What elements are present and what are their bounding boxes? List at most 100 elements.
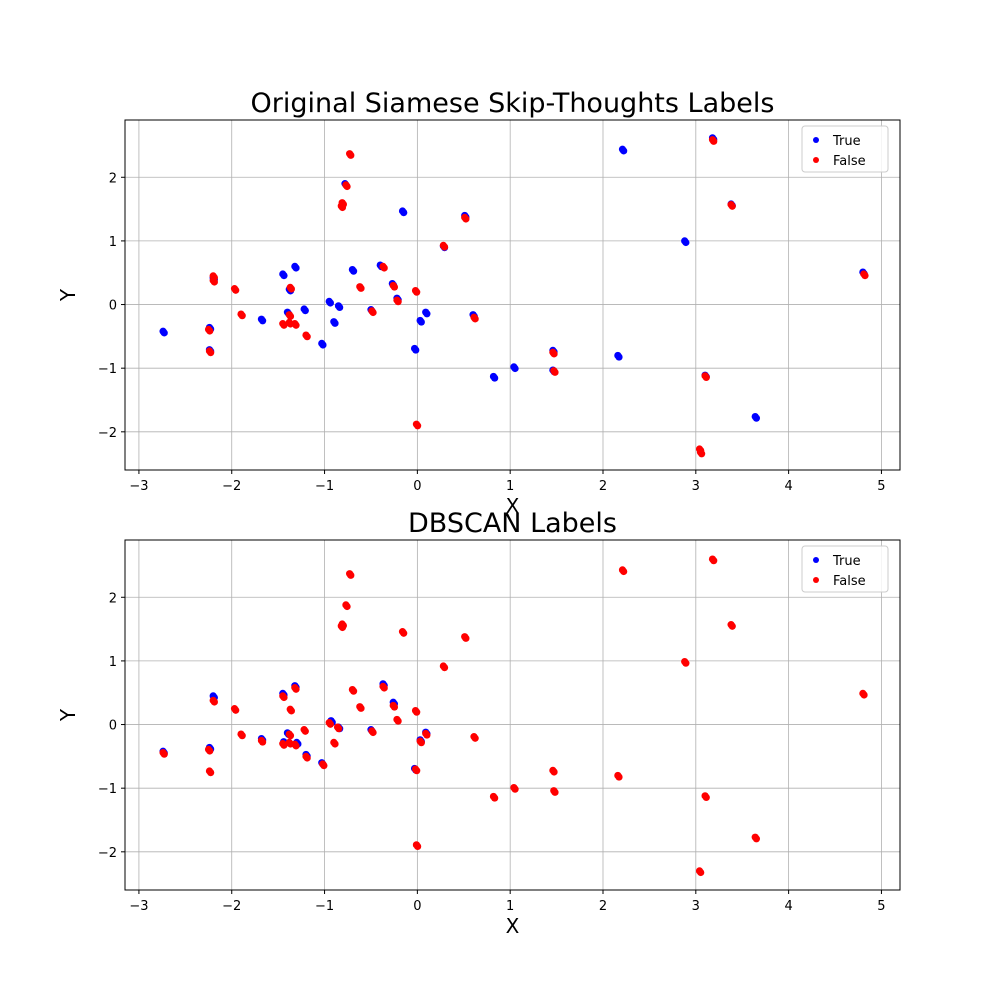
top-axes-frame bbox=[124, 119, 901, 471]
bottom-point-false bbox=[238, 732, 246, 740]
top-point-true bbox=[620, 147, 628, 155]
top-point-false bbox=[380, 264, 388, 272]
bottom-point-false bbox=[339, 622, 347, 630]
top-point-true bbox=[752, 414, 761, 422]
top-x-tick-label: −3 bbox=[129, 479, 148, 494]
bottom-point-false bbox=[413, 708, 421, 716]
top-point-true bbox=[511, 364, 519, 373]
top-point-false bbox=[394, 298, 402, 306]
top-point-false bbox=[287, 285, 296, 293]
bottom-legend-box bbox=[801, 545, 889, 593]
bottom-point-false bbox=[287, 707, 296, 715]
bottom-point-false bbox=[292, 685, 300, 693]
top-point-false bbox=[728, 202, 736, 210]
bottom-legend-marker-true bbox=[813, 557, 819, 563]
bottom-point-false bbox=[369, 728, 377, 737]
top-y-tick-label: −1 bbox=[98, 362, 117, 377]
top-point-false bbox=[861, 272, 869, 280]
bottom-point-false bbox=[423, 731, 431, 739]
bottom-point-false bbox=[210, 698, 218, 706]
top-point-false bbox=[206, 327, 214, 335]
bottom-point-false bbox=[550, 768, 558, 776]
bottom-point-false bbox=[710, 557, 718, 565]
top-point-false bbox=[210, 273, 218, 282]
bottom-y-tick-label: 1 bbox=[109, 655, 117, 670]
bottom-point-false bbox=[471, 734, 479, 742]
bottom-point-false bbox=[331, 740, 339, 748]
top-point-false bbox=[343, 182, 351, 191]
bottom-point-false bbox=[440, 664, 449, 672]
top-legend-label-true: True bbox=[832, 134, 861, 149]
top-point-false bbox=[286, 312, 295, 320]
bottom-point-false bbox=[259, 738, 267, 746]
top-point-false bbox=[390, 283, 399, 291]
top-point-true bbox=[331, 319, 339, 327]
bottom-legend-label-false: False bbox=[833, 574, 866, 589]
top-y-axis-label: Y bbox=[56, 288, 80, 302]
bottom-point-false bbox=[286, 732, 295, 740]
top-point-true bbox=[259, 317, 267, 325]
bottom-point-false bbox=[320, 762, 328, 770]
top-point-false bbox=[414, 422, 422, 430]
bottom-point-false bbox=[160, 750, 168, 758]
top-point-false bbox=[280, 321, 288, 329]
bottom-x-tick-label: −3 bbox=[129, 899, 148, 914]
top-x-tick-label: 2 bbox=[599, 479, 607, 494]
top-point-false bbox=[471, 315, 479, 323]
bottom-point-false bbox=[292, 742, 300, 750]
top-point-false bbox=[207, 349, 215, 357]
top-point-false bbox=[232, 286, 240, 294]
top-point-false bbox=[238, 312, 246, 320]
bottom-point-false bbox=[462, 634, 470, 642]
top-point-false bbox=[357, 284, 365, 292]
top-x-axis-label: X bbox=[506, 494, 520, 518]
top-point-true bbox=[400, 209, 408, 217]
bottom-point-false bbox=[206, 747, 214, 755]
top-legend-label-false: False bbox=[833, 154, 866, 169]
bottom-point-false bbox=[417, 739, 425, 747]
top-point-true bbox=[336, 303, 344, 312]
bottom-point-false bbox=[280, 741, 288, 749]
top-point-true bbox=[417, 318, 425, 326]
top-point-true bbox=[412, 346, 420, 354]
bottom-axes-frame bbox=[124, 539, 901, 891]
bottom-y-tick-label: 2 bbox=[109, 591, 117, 606]
bottom-point-false bbox=[551, 788, 559, 796]
bottom-point-false bbox=[280, 693, 288, 702]
bottom-point-false bbox=[232, 706, 240, 714]
top-x-tick-label: 3 bbox=[692, 479, 700, 494]
top-y-tick-label: 2 bbox=[109, 171, 117, 186]
top-point-false bbox=[462, 215, 470, 223]
bottom-chart-title: DBSCAN Labels bbox=[408, 508, 617, 539]
top-point-true bbox=[682, 238, 690, 247]
top-point-true bbox=[280, 272, 288, 280]
top-scatter-chart: −3 −2 −1 0 1 2 3 4 5 −2 −1 0 1 2 Original Siamese Skip… bbox=[56, 88, 901, 518]
bottom-point-false bbox=[343, 602, 351, 611]
bottom-point-false bbox=[394, 717, 402, 725]
bottom-x-tick-label: −2 bbox=[222, 899, 241, 914]
top-point-true bbox=[292, 264, 300, 272]
top-point-true bbox=[615, 353, 623, 361]
bottom-scatter-chart: −3 −2 −1 0 1 2 3 4 5 −2 −1 0 1 2 DBSCAN Labels X Y True Fa… bbox=[56, 508, 901, 938]
bottom-point-false bbox=[752, 835, 761, 843]
top-point-false bbox=[440, 243, 449, 251]
top-x-tick-label: 0 bbox=[413, 479, 421, 494]
top-point-false bbox=[339, 200, 347, 208]
bottom-legend-marker-false bbox=[813, 577, 819, 583]
bottom-point-false bbox=[615, 773, 623, 781]
top-point-true bbox=[160, 329, 168, 337]
top-x-tick-label: 5 bbox=[877, 479, 885, 494]
top-x-tick-label: 1 bbox=[506, 479, 514, 494]
top-point-true bbox=[491, 374, 499, 382]
bottom-x-tick-label: 0 bbox=[413, 899, 421, 914]
bottom-point-false bbox=[702, 793, 710, 802]
top-y-tick-label: 0 bbox=[109, 299, 117, 314]
bottom-y-tick-label: 0 bbox=[109, 719, 117, 734]
top-legend-marker-false bbox=[813, 157, 819, 163]
bottom-point-false bbox=[400, 629, 408, 637]
top-point-true bbox=[423, 310, 431, 318]
bottom-point-false bbox=[697, 868, 705, 877]
bottom-point-false bbox=[511, 785, 519, 793]
bottom-legend-label-true: True bbox=[832, 554, 861, 569]
